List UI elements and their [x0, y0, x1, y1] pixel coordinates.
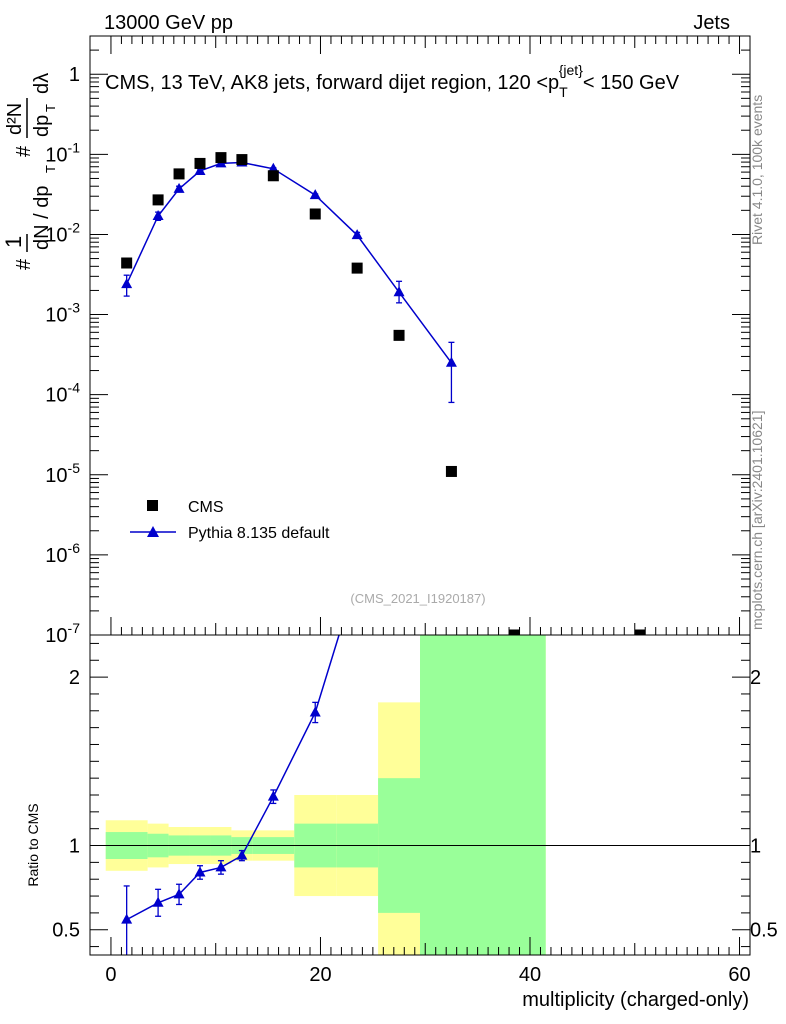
svg-text:T: T	[43, 165, 58, 173]
y-tick-label: 10-1	[45, 139, 80, 166]
cms-point	[215, 152, 227, 164]
cms-point	[152, 194, 164, 206]
pythia-point	[445, 356, 457, 367]
x-tick-label: 20	[309, 964, 331, 986]
ratio-y-tick-label: 2	[69, 667, 80, 689]
ratio-point	[267, 790, 279, 801]
pythia-point	[351, 229, 363, 240]
cms-point	[508, 629, 520, 635]
mcplots-label: mcplots.cern.ch [arXiv:2401.10621]	[749, 411, 765, 630]
ratio-point	[309, 706, 321, 717]
svg-text:dp: dp	[31, 115, 53, 137]
x-tick-label: 40	[519, 964, 541, 986]
ratio-point	[194, 866, 206, 877]
ratio-point	[236, 849, 248, 860]
legend-cms-label: CMS	[188, 499, 224, 516]
analysis-id: (CMS_2021_I1920187)	[350, 591, 485, 606]
x-axis-label: multiplicity (charged-only)	[522, 989, 749, 1011]
cms-point	[267, 170, 279, 182]
svg-text:1: 1	[1, 236, 26, 248]
cms-point	[236, 154, 248, 166]
main-panel-frame	[89, 35, 751, 636]
axes: 10-710-610-510-410-310-210-110 20 40 600.5 0…	[45, 35, 778, 986]
svg-text:dN / dp: dN / dp	[31, 186, 53, 250]
y-tick-label: 10-7	[45, 620, 80, 647]
pythia-point	[152, 209, 164, 220]
ratio-point	[173, 888, 185, 899]
cms-point	[309, 208, 321, 220]
legend-pythia-label: Pythia 8.135 default	[188, 525, 330, 542]
cms-point	[173, 168, 185, 180]
y-tick-label: 1	[69, 64, 80, 86]
y-tick-label: 10-6	[45, 540, 80, 567]
svg-text:dλ: dλ	[31, 73, 53, 94]
legend: CMS Pythia 8.135 default	[130, 499, 330, 542]
inner-band	[420, 635, 546, 955]
y-tick-label: 10-4	[45, 380, 80, 407]
pythia-point	[121, 278, 133, 289]
pythia-point	[309, 189, 321, 200]
svg-text:#: #	[13, 145, 35, 157]
pythia-point	[173, 182, 185, 193]
cms-point	[393, 329, 405, 341]
energy-label: 13000 GeV pp	[104, 12, 233, 34]
svg-text:#: #	[13, 258, 35, 270]
cms-point	[194, 157, 206, 169]
category-label: Jets	[693, 12, 730, 34]
ratio-y-tick-label: 1	[69, 836, 80, 858]
ratio-point	[352, 570, 363, 580]
cms-point	[121, 257, 133, 269]
main-panel	[121, 152, 646, 635]
x-tick-label: 0	[105, 964, 116, 986]
ratio-y-tick-label-right: 1	[750, 836, 761, 858]
cms-point	[634, 629, 646, 635]
ratio-point	[152, 896, 164, 907]
cms-point	[445, 465, 457, 477]
chart-title: CMS, 13 TeV, AK8 jets, forward dijet reg…	[105, 62, 680, 100]
ratio-y-tick-label-right: 2	[750, 667, 761, 689]
pythia-point	[393, 286, 405, 297]
ratio-panel	[90, 570, 750, 955]
y-tick-label: 10-2	[45, 219, 80, 246]
pythia-point	[194, 164, 206, 175]
svg-text:d²N: d²N	[4, 103, 26, 135]
ratio-y-axis-label: Ratio to CMS	[25, 803, 41, 886]
ratio-point	[215, 861, 227, 872]
x-tick-label: 60	[728, 964, 750, 986]
legend-pythia-marker	[147, 526, 159, 537]
cms-point	[351, 262, 363, 274]
y-tick-label: 10-5	[45, 460, 80, 487]
ratio-y-tick-label: 0.5	[52, 920, 80, 942]
rivet-label: Rivet 4.1.0, 100k events	[749, 95, 765, 245]
main-y-axis-label: # 1 dN / dp T # d²N dp T dλ	[1, 73, 58, 270]
ratio-y-tick-label-right: 0.5	[750, 920, 778, 942]
legend-cms-marker	[147, 500, 158, 511]
svg-text:T: T	[43, 104, 58, 112]
y-tick-label: 10-3	[45, 300, 80, 327]
ratio-point	[121, 913, 133, 924]
